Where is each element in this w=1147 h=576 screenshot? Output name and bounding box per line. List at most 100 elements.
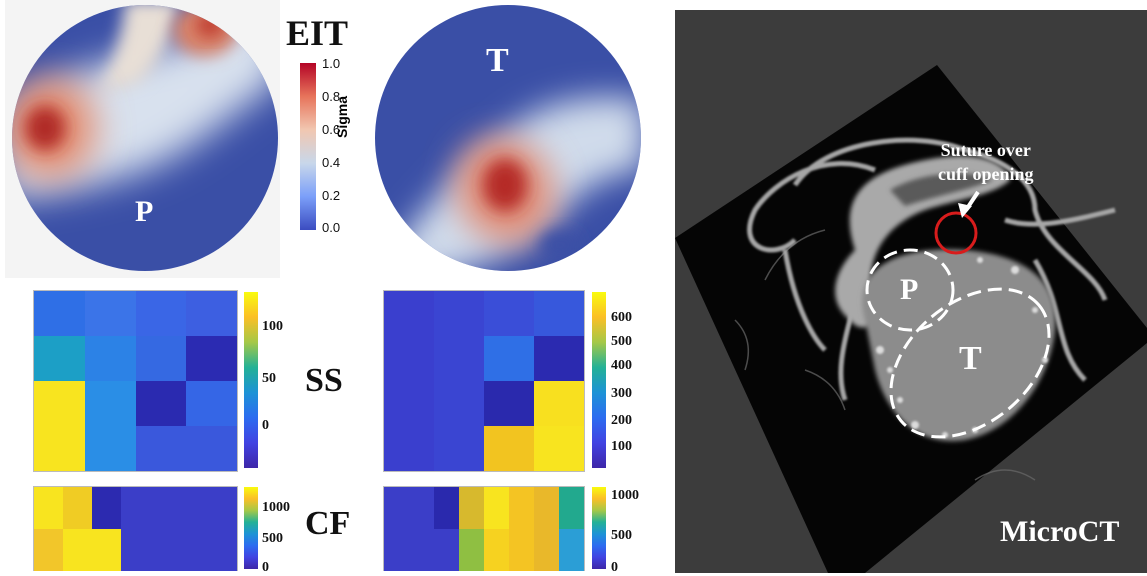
heatmap-cell <box>484 381 534 426</box>
cf-right-tick-1: 500 <box>611 528 632 543</box>
sigma-tick-2: 0.6 <box>322 122 341 137</box>
heatmap-cell <box>84 426 136 471</box>
heatmap-cell <box>384 426 434 471</box>
eit-right-panel: T <box>370 0 645 278</box>
heatmap-cell <box>84 336 136 381</box>
ss-right-tick-4: 200 <box>611 413 632 428</box>
heatmap-cell <box>92 528 121 571</box>
heatmap-cell <box>179 487 208 529</box>
heatmap-cell <box>534 381 584 426</box>
microct-annotation: Suture over cuff opening <box>938 140 1034 184</box>
heatmap-cell <box>384 528 409 571</box>
eit-right-region-label: T <box>486 42 509 79</box>
cf-right-colorbar <box>592 487 606 569</box>
eit-left-panel: P <box>5 0 280 278</box>
ss-right-tick-0: 600 <box>611 310 632 325</box>
heatmap-cell <box>409 487 434 529</box>
sigma-tick-3: 0.4 <box>322 155 341 170</box>
heatmap-cell <box>135 336 187 381</box>
ss-left-tick-1: 50 <box>262 371 276 386</box>
ss-right-tick-5: 100 <box>611 439 632 454</box>
heatmap-cell <box>384 381 434 426</box>
cf-left-heatmap <box>33 486 238 571</box>
heatmap-cell <box>84 381 136 426</box>
heatmap-cell <box>434 291 484 336</box>
heatmap-cell <box>509 528 534 571</box>
ss-right-colorbar <box>592 292 606 468</box>
eit-right-map <box>375 5 641 271</box>
sigma-colorbar-title: Sigma <box>334 95 350 138</box>
heatmap-cell <box>434 426 484 471</box>
microct-region-p: P <box>900 273 919 306</box>
heatmap-cell <box>484 487 509 529</box>
heatmap-cell <box>34 426 85 471</box>
heatmap-cell <box>186 336 238 381</box>
cf-title: CF <box>305 505 351 542</box>
heatmap-cell <box>150 487 179 529</box>
ss-left-tick-2: 0 <box>262 418 269 433</box>
ss-right-heatmap <box>383 290 585 472</box>
ss-right-tick-2: 400 <box>611 358 632 373</box>
heatmap-cell <box>63 487 92 529</box>
heatmap-cell <box>459 487 484 529</box>
eit-left-region-label: P <box>135 195 154 228</box>
heatmap-cell <box>409 528 434 571</box>
heatmap-cell <box>135 426 187 471</box>
heatmap-cell <box>459 528 484 571</box>
heatmap-cell <box>208 487 237 529</box>
heatmap-cell <box>534 336 584 381</box>
eit-left-map <box>12 5 278 271</box>
heatmap-cell <box>509 487 534 529</box>
heatmap-cell <box>434 528 459 571</box>
heatmap-cell <box>484 336 534 381</box>
heatmap-cell <box>208 528 237 571</box>
heatmap-cell <box>84 291 136 336</box>
heatmap-cell <box>150 528 179 571</box>
ss-title: SS <box>305 362 343 399</box>
heatmap-cell <box>186 381 238 426</box>
cf-left-tick-0: 1000 <box>262 500 290 515</box>
heatmap-cell <box>34 381 85 426</box>
heatmap-cell <box>384 291 434 336</box>
heatmap-cell <box>63 528 92 571</box>
heatmap-cell <box>534 426 584 471</box>
heatmap-cell <box>186 291 238 336</box>
heatmap-cell <box>135 291 187 336</box>
heatmap-cell <box>434 487 459 529</box>
heatmap-cell <box>384 336 434 381</box>
heatmap-cell <box>434 336 484 381</box>
cf-right-heatmap <box>383 486 585 571</box>
heatmap-cell <box>484 426 534 471</box>
sigma-tick-0: 1.0 <box>322 56 341 71</box>
ss-left-tick-0: 100 <box>262 319 283 334</box>
microct-region-t: T <box>959 340 982 377</box>
heatmap-cell <box>534 487 559 529</box>
sigma-colorbar <box>300 63 316 230</box>
cf-left-tick-2: 0 <box>262 560 269 575</box>
heatmap-cell <box>559 487 584 529</box>
heatmap-cell <box>484 291 534 336</box>
cf-left-tick-1: 500 <box>262 531 283 546</box>
cf-right-tick-0: 1000 <box>611 488 639 503</box>
cf-left-colorbar <box>244 487 258 569</box>
sigma-tick-4: 0.2 <box>322 188 341 203</box>
ss-right-tick-3: 300 <box>611 386 632 401</box>
heatmap-cell <box>121 528 150 571</box>
sigma-tick-5: 0.0 <box>322 220 341 235</box>
heatmap-cell <box>534 291 584 336</box>
sigma-tick-1: 0.8 <box>322 89 341 104</box>
cf-right-tick-2: 0 <box>611 560 618 575</box>
microct-label: MicroCT <box>1000 515 1120 548</box>
heatmap-cell <box>434 381 484 426</box>
ss-left-heatmap <box>33 290 238 472</box>
heatmap-cell <box>179 528 208 571</box>
heatmap-cell <box>34 528 63 571</box>
eit-title: EIT <box>286 13 349 53</box>
ss-left-colorbar <box>244 292 258 468</box>
heatmap-cell <box>34 487 63 529</box>
heatmap-cell <box>534 528 559 571</box>
heatmap-cell <box>186 426 238 471</box>
heatmap-cell <box>484 528 509 571</box>
heatmap-cell <box>135 381 187 426</box>
heatmap-cell <box>121 487 150 529</box>
